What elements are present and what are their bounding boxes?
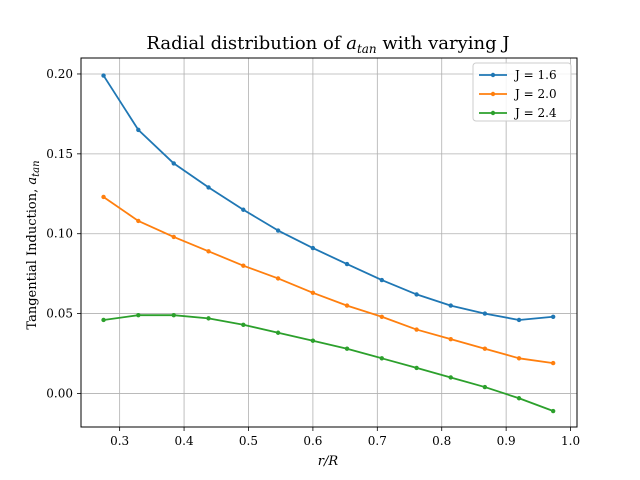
legend-box	[472, 62, 572, 122]
data-point	[516, 356, 522, 361]
data-point	[344, 261, 350, 267]
data-point	[275, 276, 281, 281]
x-tick-label: 0.3	[110, 434, 129, 448]
data-point	[241, 263, 246, 268]
data-point	[482, 384, 488, 390]
data-point	[206, 185, 211, 190]
data-point	[414, 292, 419, 297]
data-point	[241, 207, 246, 212]
x-tick-label: 0.8	[432, 434, 451, 448]
axis-ticks: 0.3 0.4 0.5 0.6 0.7 0.8 0.9 1.0 0.00 0.05 0.10 0.15…	[46, 67, 580, 448]
legend-label: J = 2.0	[513, 87, 557, 101]
data-point	[448, 375, 453, 380]
data-point	[516, 396, 522, 401]
data-point	[275, 330, 281, 335]
y-tick-label: 0.00	[46, 386, 73, 400]
series-1	[101, 73, 556, 323]
data-point	[310, 290, 316, 296]
data-point	[344, 303, 350, 308]
legend-label: J = 1.6	[513, 68, 557, 82]
title-tail: with varying J	[377, 33, 510, 54]
chart-title: Radial distribution of atan with varying…	[146, 33, 509, 56]
data-point	[516, 317, 522, 323]
data-point	[414, 327, 419, 332]
legend: J = 1.6 J = 2.0 J = 2.4	[472, 62, 572, 122]
x-tick-label: 0.9	[497, 434, 516, 448]
data-point	[206, 249, 211, 254]
x-tick-label: 0.7	[368, 434, 387, 448]
x-tick-label: 0.6	[303, 434, 322, 448]
data-point	[550, 314, 556, 319]
data-point	[550, 360, 556, 366]
y-axis-label-sub: tan	[31, 160, 42, 176]
data-point	[241, 322, 246, 327]
y-axis-label: Tangential Induction, atan	[25, 160, 42, 329]
data-point	[206, 316, 211, 321]
y-axis-label-var: a	[25, 177, 40, 185]
data-point	[171, 234, 176, 240]
data-point	[482, 346, 488, 351]
data-point	[171, 312, 176, 318]
data-point	[310, 245, 316, 251]
legend-label: J = 2.4	[513, 106, 557, 120]
data-point	[275, 228, 281, 233]
data-point	[101, 73, 106, 78]
title-var: a	[346, 33, 357, 54]
plot-frame	[80, 57, 578, 428]
series-line	[103, 196, 554, 364]
y-tick-label: 0.20	[46, 67, 73, 81]
title-sub: tan	[357, 42, 377, 56]
x-tick-label: 1.0	[561, 434, 580, 448]
y-axis-label-main: Tangential Induction,	[25, 185, 40, 330]
x-tick-label: 0.5	[239, 434, 258, 448]
data-point	[344, 346, 350, 351]
series-line	[102, 75, 554, 321]
data-point	[414, 365, 419, 371]
data-point	[379, 356, 385, 361]
data-point	[379, 314, 385, 319]
data-point	[136, 312, 141, 318]
y-tick-label: 0.15	[46, 147, 73, 161]
data-point	[101, 194, 106, 200]
series-layer	[101, 73, 556, 414]
data-point	[448, 303, 453, 308]
y-tick-label: 0.10	[46, 227, 73, 241]
data-point	[379, 277, 385, 283]
series-line	[103, 314, 554, 412]
data-point	[171, 161, 176, 166]
series-3	[101, 312, 556, 414]
x-axis-label: r/R	[318, 454, 339, 469]
data-point	[482, 311, 488, 316]
title-main: Radial distribution of	[146, 33, 346, 54]
legend-marker	[490, 91, 496, 97]
y-tick-label: 0.05	[46, 307, 73, 321]
legend-marker	[490, 72, 496, 78]
data-point	[136, 127, 141, 133]
x-tick-label: 0.4	[175, 434, 194, 448]
series-2	[101, 194, 556, 366]
data-point	[448, 336, 453, 342]
data-point	[136, 218, 141, 224]
data-point	[310, 338, 316, 343]
legend-marker	[490, 110, 496, 116]
data-point	[101, 317, 106, 323]
data-point	[550, 408, 556, 414]
